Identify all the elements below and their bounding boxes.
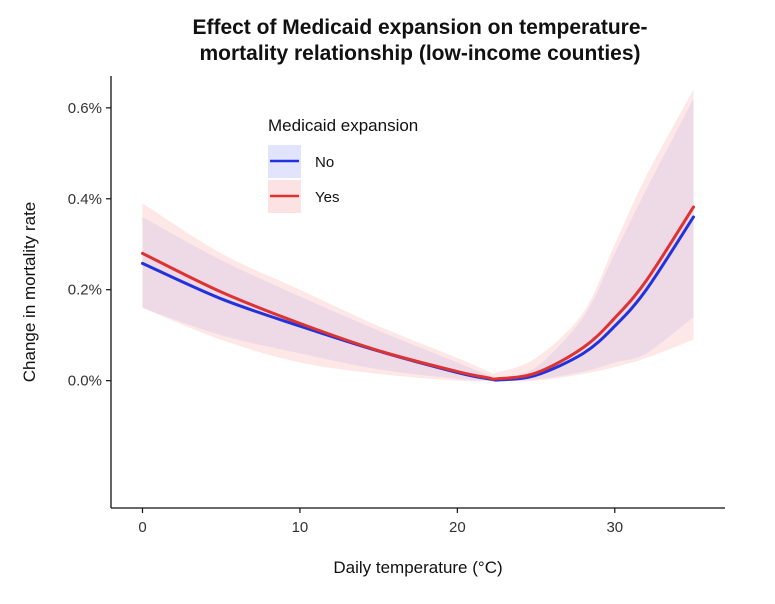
ci-band-yes <box>142 89 694 382</box>
x-axis-title: Daily temperature (°C) <box>333 558 502 577</box>
y-tick-label: 0.6% <box>68 100 102 117</box>
series-lines <box>140 205 696 382</box>
x-tick-label: 10 <box>292 519 309 536</box>
y-axis-title: Change in mortality rate <box>20 202 39 382</box>
x-tick-label: 20 <box>449 519 466 536</box>
chart-title-line-1: Effect of Medicaid expansion on temperat… <box>192 16 647 39</box>
x-tick-label: 30 <box>606 519 623 536</box>
y-ticks: 0.0% 0.2% 0.4% 0.6% <box>68 100 111 390</box>
y-tick-label: 0.0% <box>68 373 102 390</box>
x-ticks: 0 10 20 30 <box>138 508 623 536</box>
confidence-bands <box>142 89 694 382</box>
chart-title-line-2: mortality relationship (low-income count… <box>199 42 640 65</box>
y-tick-label: 0.4% <box>68 191 102 208</box>
legend: Medicaid expansion No Yes <box>268 116 418 213</box>
y-tick-label: 0.2% <box>68 282 102 299</box>
series-line-yes <box>140 205 696 381</box>
x-tick-label: 0 <box>138 519 146 536</box>
legend-title: Medicaid expansion <box>268 116 418 135</box>
legend-label-yes: Yes <box>315 189 339 206</box>
legend-label-no: No <box>315 154 334 171</box>
